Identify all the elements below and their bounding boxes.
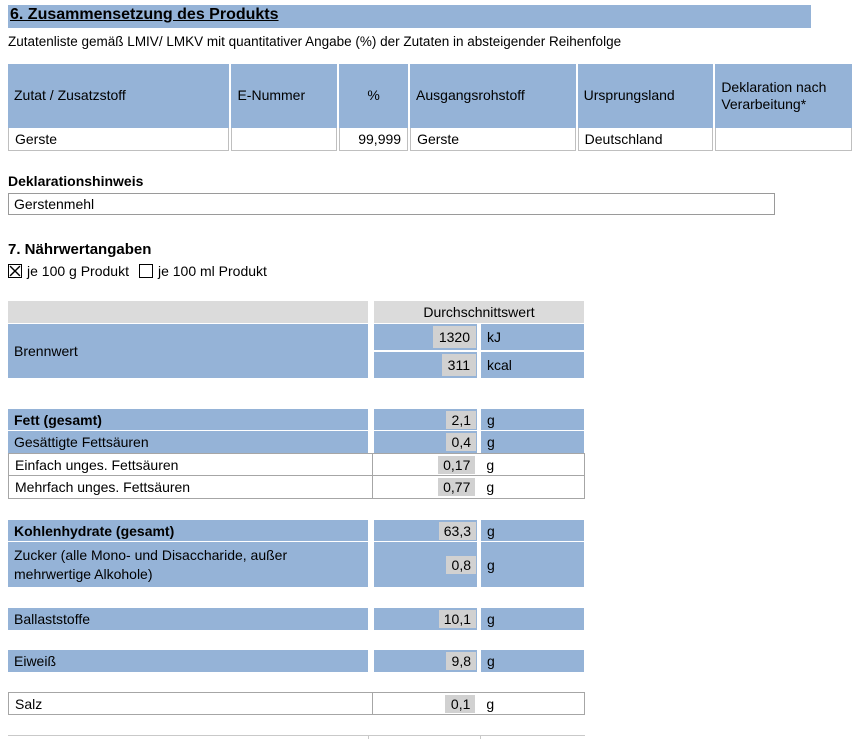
- col-header-e-nummer: E-Nummer: [231, 64, 338, 128]
- deklarationshinweis-field[interactable]: Gerstenmehl: [8, 193, 775, 215]
- section-6-heading-text: 6. Zusammensetzung des Produkts: [10, 6, 279, 23]
- energy-kj-value-field[interactable]: 1320: [432, 326, 476, 348]
- protein-table: Eiweiß 9,8 g: [8, 650, 585, 672]
- energy-kj-unit: kJ: [481, 324, 584, 350]
- fiber-value-field[interactable]: 10,1: [438, 610, 476, 628]
- checkbox-100g[interactable]: [8, 264, 22, 278]
- energy-kcal-value-cell: 311: [374, 352, 477, 378]
- ingredients-table-header-row: Zutat / Zusatzstoff E-Nummer % Ausgangsr…: [8, 64, 852, 128]
- salt-value-field[interactable]: 0,1: [445, 694, 476, 713]
- mono-unsat-fat-unit: g: [486, 456, 495, 473]
- table-row: Fett (gesamt) 2,1 g: [8, 409, 585, 431]
- table-row: Mehrfach unges. Fettsäuren 0,77 g: [8, 476, 585, 499]
- energy-values: 1320 kJ 311 kcal: [374, 324, 584, 378]
- mono-unsat-fat-value-field[interactable]: 0,17: [438, 455, 476, 474]
- salt-unit: g: [486, 695, 495, 712]
- cell-percent: 99,999: [339, 128, 409, 151]
- sugar-label: Zucker (alle Mono- und Disaccharide, auß…: [8, 542, 368, 587]
- carbs-total-label: Kohlenhydrate (gesamt): [8, 520, 368, 541]
- fat-total-unit: g: [481, 409, 584, 430]
- saturated-fat-label: Gesättigte Fettsäuren: [8, 431, 368, 453]
- sugar-value-cell: 0,8: [374, 542, 477, 587]
- protein-label: Eiweiß: [8, 650, 368, 672]
- fiber-label: Ballaststoffe: [8, 608, 368, 630]
- table-row: Gesättigte Fettsäuren 0,4 g: [8, 431, 585, 453]
- section-7-heading: 7. Nährwertangaben: [8, 241, 152, 258]
- carbohydrate-table: Kohlenhydrate (gesamt) 63,3 g Zucker (al…: [8, 520, 585, 587]
- fat-total-value-cell: 2,1: [374, 409, 477, 430]
- table-row: Kohlenhydrate (gesamt) 63,3 g: [8, 520, 585, 542]
- cell-ursprungsland: Deutschland: [577, 128, 714, 151]
- saturated-fat-value-field[interactable]: 0,4: [446, 433, 476, 451]
- poly-unsat-fat-unit: g: [486, 479, 495, 495]
- mono-unsat-fat-label: Einfach unges. Fettsäuren: [9, 454, 373, 475]
- checkbox-checked-icon: [9, 265, 21, 277]
- average-value-header: Durchschnittswert: [374, 301, 584, 323]
- energy-header-spacer: [8, 301, 368, 323]
- carbs-total-value-cell: 63,3: [374, 520, 477, 541]
- salt-value-cell: 0,1: [373, 693, 477, 714]
- table-row: Zucker (alle Mono- und Disaccharide, auß…: [8, 542, 585, 587]
- cell-ausgangsrohstoff: Gerste: [410, 128, 576, 151]
- deklarationshinweis-label: Deklarationshinweis: [8, 173, 144, 189]
- column-tick: [480, 736, 481, 739]
- energy-table: Durchschnittswert Brennwert 1320 kJ 311 …: [8, 301, 585, 378]
- saturated-fat-value-cell: 0,4: [374, 431, 477, 453]
- carbs-total-unit: g: [481, 520, 584, 541]
- column-tick: [368, 736, 369, 739]
- table-row: Ballaststoffe 10,1 g: [8, 608, 585, 630]
- checkbox-100ml[interactable]: [138, 264, 153, 278]
- table-row: Gerste 99,999 Gerste Deutschland: [8, 128, 852, 151]
- section-6-subtitle: Zutatenliste gemäß LMIV/ LMKV mit quanti…: [8, 34, 622, 49]
- col-header-zutat: Zutat / Zusatzstoff: [8, 64, 230, 128]
- cell-e-nummer: [231, 128, 338, 151]
- col-header-ausgangsrohstoff: Ausgangsrohstoff: [410, 64, 576, 128]
- energy-label: Brennwert: [8, 324, 368, 378]
- fat-table: Fett (gesamt) 2,1 g Gesättigte Fettsäure…: [8, 409, 585, 499]
- energy-kj-value-cell: 1320: [374, 324, 477, 350]
- checkbox-100ml-label: je 100 ml Produkt: [157, 263, 267, 279]
- sugar-value-field[interactable]: 0,8: [446, 555, 476, 574]
- fat-total-label: Fett (gesamt): [8, 409, 368, 430]
- mono-unsat-fat-value-cell: 0,17: [373, 454, 477, 475]
- energy-kj-row: 1320 kJ: [374, 324, 584, 350]
- section-6-heading: 6. Zusammensetzung des Produkts: [8, 5, 811, 28]
- energy-table-body: Brennwert 1320 kJ 311 kcal: [8, 324, 585, 378]
- energy-kcal-row: 311 kcal: [374, 352, 584, 378]
- fat-total-value-field[interactable]: 2,1: [446, 410, 476, 429]
- salt-label: Salz: [9, 693, 373, 714]
- protein-value-cell: 9,8: [374, 650, 477, 672]
- saturated-fat-unit: g: [481, 431, 584, 453]
- cell-zutat: Gerste: [8, 128, 230, 151]
- energy-table-header: Durchschnittswert: [8, 301, 585, 323]
- per-quantity-options: je 100 g Produkt je 100 ml Produkt: [8, 262, 859, 280]
- poly-unsat-fat-value-cell: 0,77: [373, 476, 477, 498]
- next-table-partial-border: [8, 735, 585, 739]
- cell-deklaration: [715, 128, 852, 151]
- col-header-percent: %: [339, 64, 409, 128]
- poly-unsat-fat-value-field[interactable]: 0,77: [438, 478, 476, 496]
- poly-unsat-fat-label: Mehrfach unges. Fettsäuren: [9, 476, 373, 498]
- col-header-ursprungsland: Ursprungsland: [577, 64, 714, 128]
- carbs-total-value-field[interactable]: 63,3: [438, 521, 476, 540]
- salt-table: Salz 0,1 g: [8, 692, 585, 715]
- protein-unit: g: [481, 650, 584, 672]
- fiber-table: Ballaststoffe 10,1 g: [8, 608, 585, 630]
- table-row: Eiweiß 9,8 g: [8, 650, 585, 672]
- checkbox-100g-label: je 100 g Produkt: [27, 263, 129, 279]
- table-row: Einfach unges. Fettsäuren 0,17 g: [8, 453, 585, 476]
- energy-kcal-value-field[interactable]: 311: [441, 354, 476, 376]
- protein-value-field[interactable]: 9,8: [446, 652, 476, 670]
- ingredients-table: Zutat / Zusatzstoff E-Nummer % Ausgangsr…: [8, 64, 852, 151]
- energy-kcal-unit: kcal: [481, 352, 584, 378]
- col-header-deklaration: Deklaration nach Verarbeitung*: [715, 64, 852, 128]
- fiber-value-cell: 10,1: [374, 608, 477, 630]
- sugar-unit: g: [481, 542, 584, 587]
- table-row: Salz 0,1 g: [8, 692, 585, 715]
- fiber-unit: g: [481, 608, 584, 630]
